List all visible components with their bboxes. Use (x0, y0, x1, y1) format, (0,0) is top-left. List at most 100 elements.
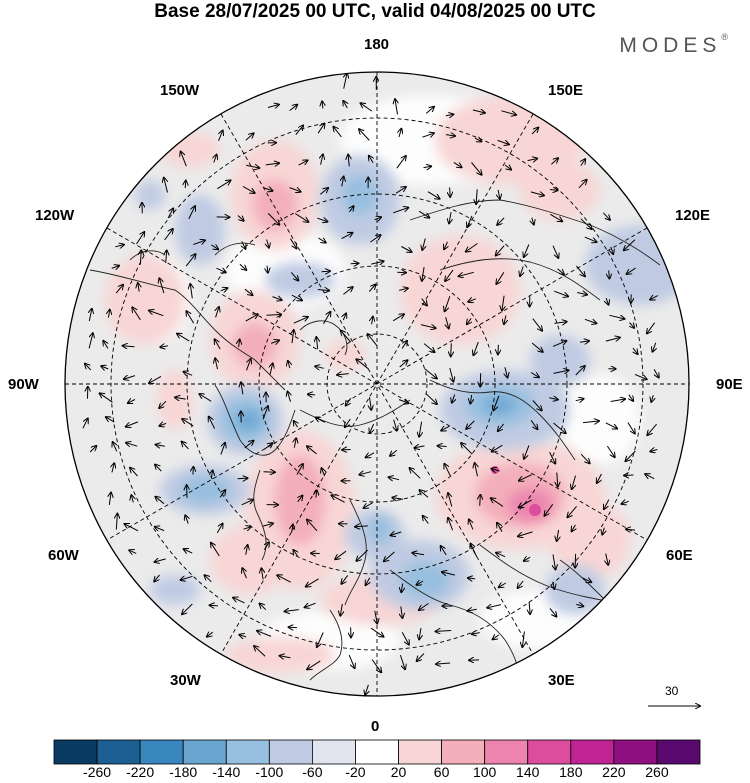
wind-vector (436, 663, 451, 664)
wind-vector (237, 215, 244, 221)
wind-vector (207, 632, 214, 637)
wind-vector (551, 158, 558, 165)
wind-vector (389, 477, 400, 480)
wind-vector (605, 422, 617, 429)
wind-vector (605, 338, 620, 342)
wind-vector (239, 340, 240, 348)
colorbar-swatch (53, 739, 98, 765)
wind-vector (572, 475, 576, 490)
wind-vector (626, 450, 636, 461)
wind-vector (422, 267, 424, 281)
wind-vector (499, 583, 507, 587)
wind-vector (442, 572, 456, 575)
wind-vector (401, 583, 402, 593)
wind-vector (323, 312, 331, 325)
wind-vector (359, 472, 372, 475)
wind-vector (419, 602, 429, 610)
wind-vector (420, 490, 429, 498)
wind-vector (182, 442, 189, 450)
wind-vector (401, 341, 407, 349)
wind-vector (343, 314, 346, 321)
wind-vector (220, 443, 225, 455)
wind-vector (109, 493, 111, 505)
wind-vector (524, 244, 530, 258)
wind-vector (294, 438, 296, 448)
wind-vector (650, 450, 658, 452)
wind-vector (285, 610, 299, 612)
wind-vector (391, 532, 402, 535)
wind-vector (335, 550, 347, 559)
wind-vector (471, 544, 478, 557)
wind-vector (211, 245, 218, 249)
label-120w: 120W (35, 207, 75, 224)
wind-vector (264, 542, 269, 550)
wind-vector (82, 419, 88, 429)
wind-vector (467, 318, 471, 324)
wind-vector (219, 131, 223, 141)
wind-vector (219, 490, 225, 498)
wind-vector (125, 524, 139, 532)
wind-vector (155, 497, 165, 505)
wind-vector (291, 294, 302, 300)
wind-vector (629, 394, 633, 401)
wind-vector (254, 646, 266, 657)
wind-vector (245, 314, 258, 322)
wind-vector (492, 444, 503, 452)
colorbar-tick-label: -180 (169, 764, 198, 780)
wind-vector (627, 267, 636, 274)
wind-vector (265, 163, 279, 165)
wind-vector (469, 520, 473, 530)
graticule (65, 72, 689, 696)
wind-vector (475, 463, 478, 477)
wind-vector (267, 105, 279, 108)
wind-vector (505, 367, 508, 377)
wind-vector (394, 419, 397, 431)
label-150e: 150E (548, 82, 584, 99)
wind-vector (501, 110, 516, 115)
wind-vector (580, 218, 592, 229)
wind-vector (296, 464, 303, 475)
wind-vector (520, 266, 523, 276)
wind-vector (575, 553, 576, 568)
wind-vector (396, 156, 406, 169)
wind-vector (155, 559, 166, 562)
wind-vector (504, 165, 511, 170)
wind-vector (89, 309, 92, 322)
colorbar-tick-label: -260 (83, 764, 112, 780)
wind-vector (321, 271, 330, 272)
wind-vector (459, 271, 474, 276)
wind-vector (606, 445, 614, 457)
wind-vector (497, 523, 503, 532)
wind-vector (476, 189, 477, 204)
wind-vector (448, 493, 453, 507)
brand-name: MODES (619, 34, 722, 57)
wind-vector (399, 129, 401, 138)
wind-vector (487, 605, 502, 608)
colorbar-swatch (441, 739, 486, 765)
wind-vector (370, 423, 374, 433)
wind-vector (549, 190, 558, 191)
wind-vector (609, 314, 625, 319)
wind-vector (103, 341, 108, 349)
wind-vector (307, 446, 317, 455)
wind-vector (154, 574, 160, 582)
wind-vector (164, 178, 168, 193)
wind-vector (115, 245, 124, 247)
wind-vector (260, 604, 267, 611)
wind-vector (470, 394, 471, 404)
wind-vector (185, 181, 186, 189)
wind-vector (398, 400, 408, 404)
wind-vector (425, 393, 437, 404)
wind-vector (210, 605, 219, 606)
wind-vector (132, 307, 141, 321)
wind-vector (630, 323, 635, 328)
wind-vector (244, 441, 254, 449)
wind-vector (262, 523, 273, 526)
wind-vector (305, 602, 316, 607)
wind-vector (466, 420, 475, 429)
wind-vector (609, 270, 610, 278)
wind-vector (267, 213, 279, 224)
wind-vector (553, 554, 556, 569)
wind-vector (647, 423, 657, 435)
wind-vector (185, 254, 195, 267)
